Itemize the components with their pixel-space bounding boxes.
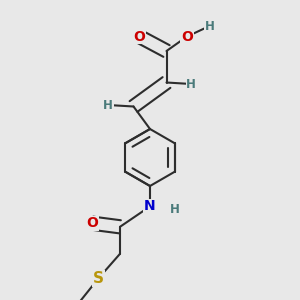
Text: H: H	[103, 98, 113, 112]
Text: O: O	[181, 30, 193, 44]
Text: O: O	[134, 30, 146, 44]
Text: H: H	[205, 20, 214, 33]
Text: N: N	[144, 200, 156, 213]
Text: H: H	[170, 203, 179, 216]
Text: H: H	[186, 77, 196, 91]
Text: S: S	[93, 271, 104, 286]
Text: O: O	[86, 216, 98, 230]
